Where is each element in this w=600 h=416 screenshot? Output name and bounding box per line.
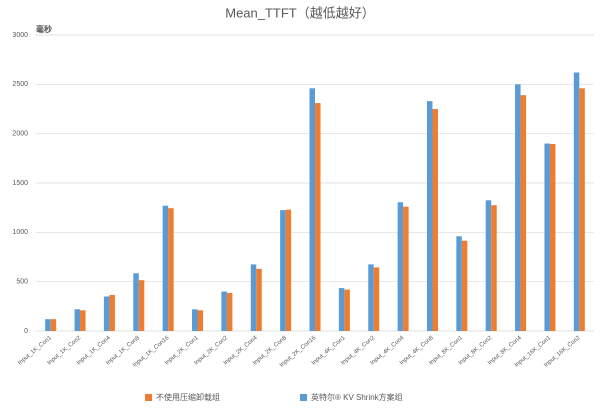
bar <box>485 200 492 331</box>
bar <box>138 280 145 331</box>
bar <box>338 288 345 331</box>
bar <box>280 210 286 331</box>
bar <box>197 310 204 331</box>
bar <box>133 273 139 331</box>
bar <box>109 294 115 331</box>
bar <box>397 202 404 331</box>
y-axis-label: 毫秒 <box>36 24 52 34</box>
bar <box>573 72 580 331</box>
y-tick-label: 0 <box>24 328 28 335</box>
y-tick-label: 500 <box>16 279 28 286</box>
bar <box>226 293 233 331</box>
bar <box>315 103 321 331</box>
y-tick-label: 3000 <box>12 32 28 39</box>
bar <box>256 268 262 331</box>
bar <box>162 205 169 331</box>
bar <box>168 208 174 331</box>
y-tick-label: 2000 <box>12 131 28 138</box>
bar <box>368 264 374 331</box>
legend-swatch <box>145 394 152 401</box>
bar <box>103 296 110 331</box>
y-tick-label: 1000 <box>12 229 28 236</box>
bar <box>221 291 227 331</box>
bar <box>45 319 51 331</box>
bar <box>491 205 497 331</box>
bar <box>515 84 521 331</box>
bar <box>80 310 86 331</box>
y-tick-label: 1500 <box>12 180 28 187</box>
bar <box>344 289 350 331</box>
bar <box>426 101 433 332</box>
bar <box>285 209 292 331</box>
bar <box>432 109 438 331</box>
bar <box>403 206 409 331</box>
bar <box>579 88 585 331</box>
y-tick-label: 2500 <box>12 81 28 88</box>
bar <box>74 309 81 331</box>
bar <box>549 144 556 331</box>
bar <box>456 236 462 331</box>
bar <box>520 95 527 331</box>
chart-title: Mean_TTFT（越低越好） <box>225 5 375 20</box>
legend-label: 英特尔® KV Shrink方案组 <box>311 392 403 402</box>
bar <box>50 319 57 331</box>
bar <box>250 264 257 331</box>
bar <box>192 309 198 331</box>
legend-swatch <box>300 394 307 401</box>
bar <box>544 143 550 331</box>
bar <box>461 240 468 331</box>
legend-label: 不使用压缩卸载组 <box>156 392 220 402</box>
bar <box>373 267 380 331</box>
bar <box>309 88 315 331</box>
